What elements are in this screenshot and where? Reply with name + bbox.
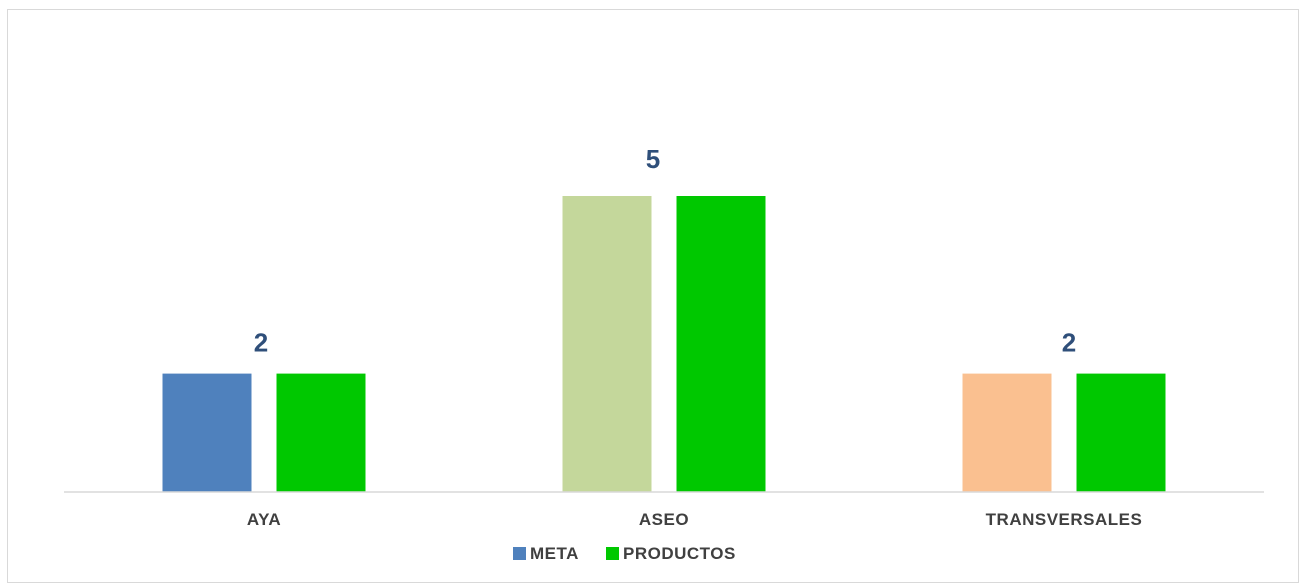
legend-swatch-meta <box>513 547 526 560</box>
legend: META PRODUCTOS <box>513 544 736 563</box>
bar-productos-aseo <box>676 196 766 492</box>
legend-swatch-productos <box>606 547 619 560</box>
data-labels-group: 2 5 2 <box>254 144 1076 358</box>
category-labels-group: AYA ASEO TRANSVERSALES <box>247 510 1142 529</box>
bar-meta-aya <box>162 373 252 492</box>
bars-group <box>162 196 1166 492</box>
data-label-transversales: 2 <box>1062 328 1076 358</box>
bar-meta-transversales <box>962 373 1052 492</box>
bar-productos-transversales <box>1076 373 1166 492</box>
category-label-aya: AYA <box>247 510 281 529</box>
bar-meta-aseo <box>562 196 652 492</box>
bar-productos-aya <box>276 373 366 492</box>
data-label-aseo: 5 <box>646 144 660 174</box>
category-label-aseo: ASEO <box>639 510 689 529</box>
legend-label-meta: META <box>530 544 579 563</box>
data-label-aya: 2 <box>254 328 268 358</box>
legend-label-productos: PRODUCTOS <box>623 544 736 563</box>
category-label-transversales: TRANSVERSALES <box>986 510 1143 529</box>
